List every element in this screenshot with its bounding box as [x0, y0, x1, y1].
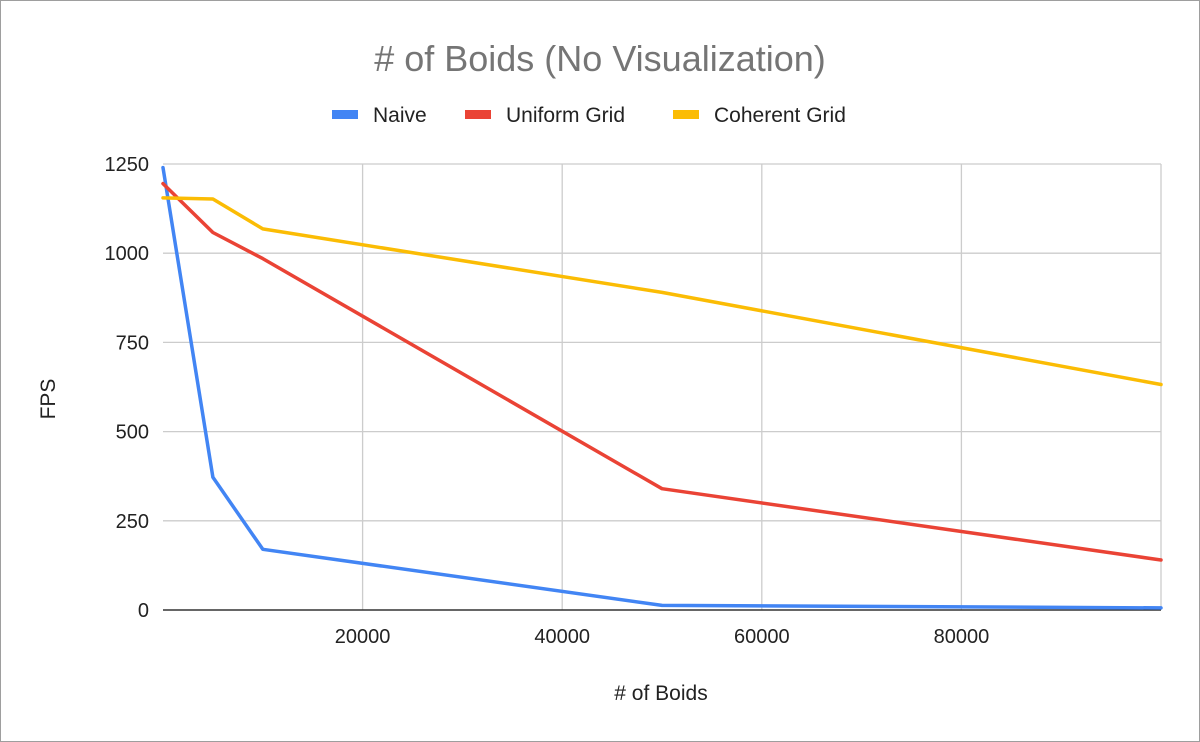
- y-tick-label-0: 0: [138, 600, 149, 622]
- x-tick-label-80000: 80000: [934, 626, 990, 648]
- legend-label-naive: Naive: [373, 104, 427, 127]
- legend-label-coherent-grid: Coherent Grid: [714, 104, 846, 127]
- x-axis-title: # of Boids: [614, 682, 707, 705]
- legend: Naive Uniform Grid Coherent Grid: [332, 104, 846, 127]
- y-tick-label-1250: 1250: [105, 154, 150, 176]
- legend-swatch-uniform-grid: [465, 110, 491, 119]
- chart-title: # of Boids (No Visualization): [374, 38, 826, 79]
- legend-swatch-naive: [332, 110, 358, 119]
- x-tick-label-40000: 40000: [534, 626, 590, 648]
- data-series: [161, 165, 1163, 610]
- legend-swatch-coherent-grid: [673, 110, 699, 119]
- y-axis-title: FPS: [37, 379, 60, 420]
- gridlines: [163, 163, 1162, 610]
- series-line-uniform-grid: [161, 181, 1163, 562]
- tick-labels: 0 250 500 750 1000 1250 20000 40000 60000 80000: [105, 154, 990, 648]
- series-line-naive: [161, 165, 1163, 610]
- x-tick-label-60000: 60000: [734, 626, 790, 648]
- y-tick-label-750: 750: [116, 332, 149, 354]
- y-tick-label-250: 250: [116, 511, 149, 533]
- x-tick-label-20000: 20000: [335, 626, 391, 648]
- series-line-coherent-grid: [161, 196, 1163, 387]
- legend-label-uniform-grid: Uniform Grid: [506, 104, 625, 127]
- y-tick-label-1000: 1000: [105, 243, 150, 265]
- y-tick-label-500: 500: [116, 422, 149, 444]
